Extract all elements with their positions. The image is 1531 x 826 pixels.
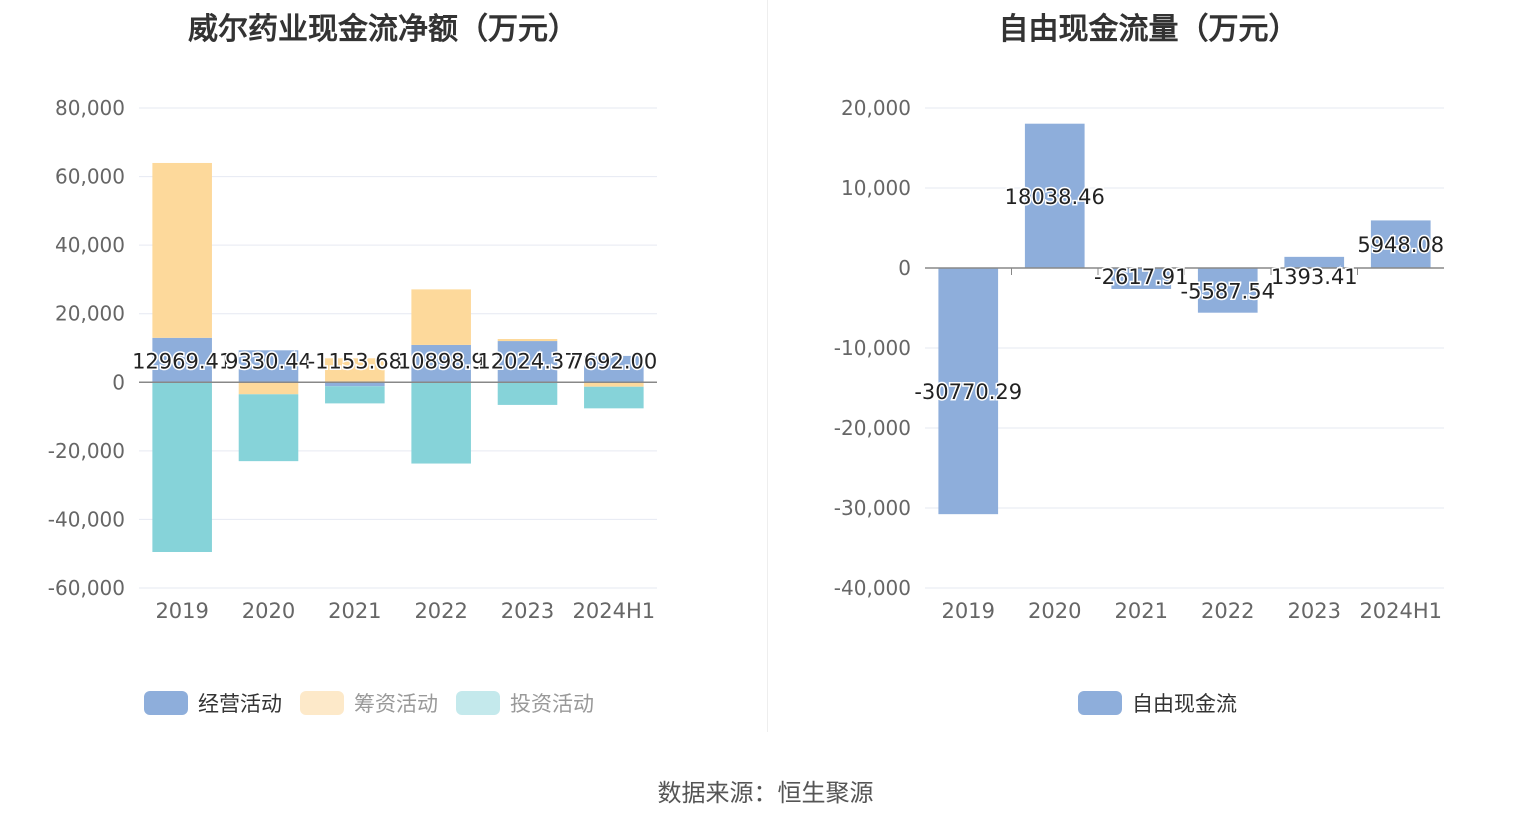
data-label: 10898.9 <box>398 349 485 373</box>
x-tick-label: 2020 <box>1028 599 1081 623</box>
legend-item[interactable]: 投资活动 <box>456 688 594 718</box>
bar-筹资活动-2022 <box>411 289 471 345</box>
y-tick-label: -20,000 <box>834 416 911 440</box>
x-tick-label: 2024H1 <box>573 599 656 623</box>
bar-筹资活动-2019 <box>152 162 212 338</box>
x-tick-label: 2021 <box>1115 599 1168 623</box>
bar-自由现金流-2022 <box>1197 268 1258 313</box>
bar-自由现金流-2019 <box>938 268 999 515</box>
legend-swatch <box>456 691 500 715</box>
bar-经营活动-2020 <box>238 350 299 383</box>
bar-投资活动-2022 <box>411 382 471 464</box>
data-label: 7692.00 <box>570 349 657 373</box>
bar-经营活动-2019 <box>152 337 212 383</box>
data-label: -2617.91 <box>1094 265 1188 289</box>
bar-投资活动-2024H1 <box>584 386 644 409</box>
x-tick-label: 2023 <box>1288 599 1341 623</box>
bar-筹资活动-2024H1 <box>584 382 644 387</box>
bar-经营活动-2024H1 <box>584 355 644 383</box>
y-tick-label: -40,000 <box>48 507 125 531</box>
y-tick-label: -10,000 <box>834 336 911 360</box>
x-tick-label: 2020 <box>242 599 295 623</box>
bar-自由现金流-2020 <box>1024 123 1085 268</box>
y-tick-label: 40,000 <box>55 233 125 257</box>
legend-item[interactable]: 筹资活动 <box>300 688 438 718</box>
y-tick-label: 80,000 <box>55 96 125 120</box>
bar-筹资活动-2020 <box>238 382 299 395</box>
left-chart-title: 威尔药业现金流净额（万元） <box>188 12 578 47</box>
legend-label: 投资活动 <box>510 692 594 716</box>
legend-swatch <box>300 691 344 715</box>
y-tick-label: 20,000 <box>841 96 911 120</box>
x-tick-label: 2021 <box>328 599 381 623</box>
left-chart-legend: 经营活动 筹资活动 投资活动 <box>144 688 594 718</box>
y-tick-label: 20,000 <box>55 302 125 326</box>
bar-自由现金流-2023 <box>1284 256 1345 268</box>
bar-经营活动-2021 <box>325 382 385 387</box>
y-tick-label: 10,000 <box>841 176 911 200</box>
data-label: 18038.46 <box>1005 185 1105 209</box>
y-tick-label: 0 <box>898 256 911 280</box>
right-chart-title: 自由现金流量（万元） <box>998 12 1299 47</box>
legend-swatch <box>144 691 188 715</box>
data-label: 12024.37 <box>477 349 577 373</box>
data-label: 12969.41 <box>132 349 232 373</box>
y-tick-label: 60,000 <box>55 165 125 189</box>
bar-筹资活动-2021 <box>325 358 385 383</box>
legend-label: 自由现金流 <box>1132 692 1237 716</box>
bar-自由现金流-2021 <box>1111 268 1172 289</box>
legend-item[interactable]: 经营活动 <box>144 688 282 718</box>
legend-label: 经营活动 <box>198 692 282 716</box>
y-tick-label: -30,000 <box>834 496 911 520</box>
data-label: 9330.44 <box>225 349 312 373</box>
y-tick-label: -20,000 <box>48 439 125 463</box>
data-label: -5587.54 <box>1181 279 1275 303</box>
bar-经营活动-2022 <box>411 344 471 383</box>
bar-投资活动-2021 <box>325 386 385 404</box>
x-tick-label: 2019 <box>942 599 995 623</box>
bar-自由现金流-2024H1 <box>1370 220 1431 268</box>
bar-筹资活动-2023 <box>497 339 558 342</box>
legend-label: 筹资活动 <box>354 692 438 716</box>
legend-swatch <box>1078 691 1122 715</box>
data-label: 5948.08 <box>1357 233 1444 257</box>
data-source-note: 数据来源：恒生聚源 <box>657 779 874 807</box>
bar-投资活动-2020 <box>238 394 299 462</box>
y-tick-label: -40,000 <box>834 576 911 600</box>
x-tick-label: 2022 <box>414 599 467 623</box>
x-tick-label: 2019 <box>155 599 208 623</box>
legend-item[interactable]: 自由现金流 <box>1078 688 1237 718</box>
panel-divider <box>767 0 768 732</box>
data-label: 1393.41 <box>1271 265 1358 289</box>
data-label: -30770.29 <box>914 380 1022 404</box>
bar-投资活动-2023 <box>497 382 558 405</box>
right-chart-legend: 自由现金流 <box>1078 688 1237 718</box>
x-tick-label: 2022 <box>1201 599 1254 623</box>
x-tick-label: 2024H1 <box>1359 599 1442 623</box>
y-tick-label: -60,000 <box>48 576 125 600</box>
y-tick-label: 0 <box>112 370 125 394</box>
bar-经营活动-2023 <box>497 341 558 383</box>
x-tick-label: 2023 <box>501 599 554 623</box>
right-chart-plot: 20,000 10,000 0 -10,000 -20,000 -30,000 -40,00… <box>834 96 1446 623</box>
data-label: -1153.68 <box>308 349 402 373</box>
left-chart-plot: 80,000 60,000 40,000 20,000 0 -20,000 -40,000 -… <box>48 96 659 623</box>
bar-投资活动-2019 <box>152 382 212 552</box>
